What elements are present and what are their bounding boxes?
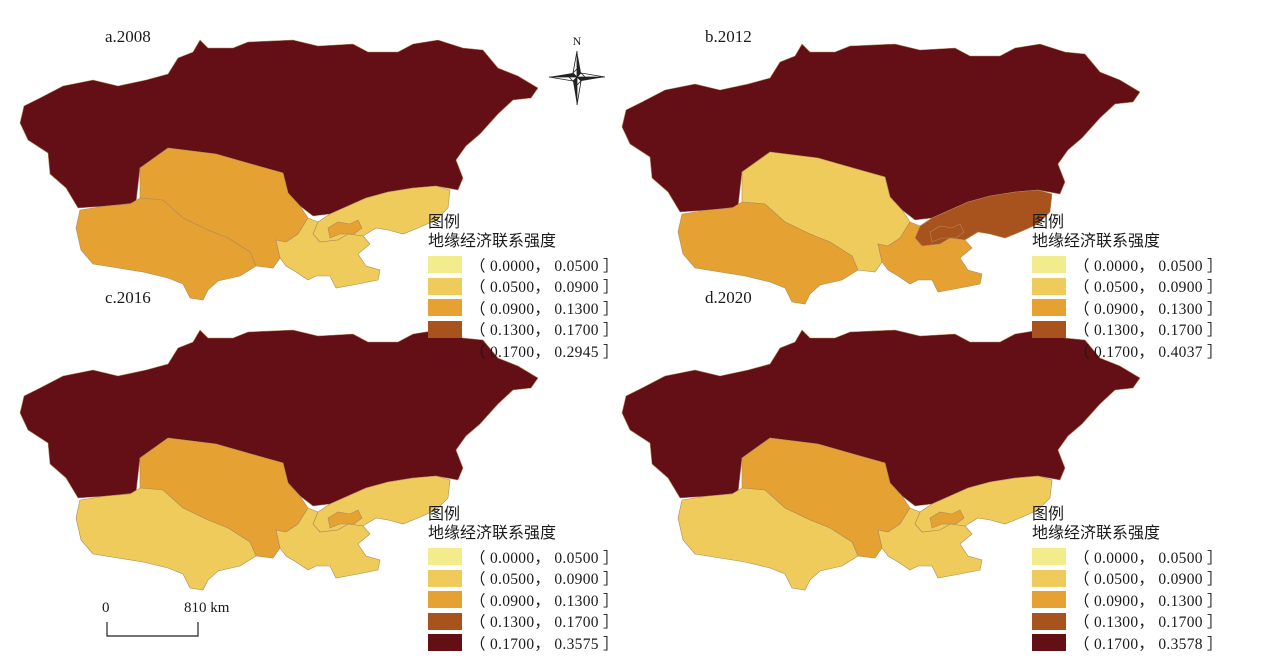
legend-range: （ 0.0900， 0.1300 ］ <box>1074 592 1223 610</box>
legend-title: 图例 <box>1032 504 1065 523</box>
legend-swatch <box>428 548 462 566</box>
legend-range: （ 0.1700， 0.4037 ］ <box>1074 343 1223 361</box>
legend-range: （ 0.0500， 0.0900 ］ <box>1074 279 1223 297</box>
scale-start-label: 0 <box>102 600 110 616</box>
legend-item: （ 0.0900， 0.1300 ］ <box>1032 297 1247 319</box>
legend-title: 图例 <box>428 212 461 231</box>
scale-bar: 0 810 km <box>100 600 230 645</box>
legend-swatch <box>428 591 462 609</box>
legend-swatch <box>1032 569 1066 587</box>
panel-label-2016: c.2016 <box>105 288 151 307</box>
legend-range: （ 0.0000， 0.0500 ］ <box>1074 549 1223 567</box>
legend-subtitle: 地缘经济联系强度 <box>1032 231 1161 250</box>
legend-range: （ 0.1300， 0.1700 ］ <box>1074 322 1223 340</box>
legend-item: （ 0.0000， 0.0500 ］ <box>428 546 643 568</box>
legend-range: （ 0.0900， 0.1300 ］ <box>1074 300 1223 318</box>
scale-bar-line <box>106 622 199 637</box>
legend-item: （ 0.0500， 0.0900 ］ <box>1032 276 1247 298</box>
legend-item: （ 0.1700， 0.2945 ］ <box>428 340 643 362</box>
legend-range: （ 0.1300， 0.1700 ］ <box>470 614 619 632</box>
legend-item: （ 0.1300， 0.1700 ］ <box>428 611 643 633</box>
legend-item: （ 0.0900， 0.1300 ］ <box>428 297 643 319</box>
legend-item: （ 0.0500， 0.0900 ］ <box>1032 568 1247 590</box>
legend-swatch <box>1032 342 1066 360</box>
legend-item: （ 0.0000， 0.0500 ］ <box>1032 254 1247 276</box>
legend-item: （ 0.0900， 0.1300 ］ <box>428 589 643 611</box>
legend-range: （ 0.0900， 0.1300 ］ <box>470 300 619 318</box>
legend-item: （ 0.1700， 0.3578 ］ <box>1032 632 1247 654</box>
legend-item: （ 0.1300， 0.1700 ］ <box>1032 611 1247 633</box>
legend-swatch <box>1032 299 1066 317</box>
legend-swatch <box>428 634 462 652</box>
legend-range: （ 0.0500， 0.0900 ］ <box>470 571 619 589</box>
panel-label-2008: a.2008 <box>105 27 151 46</box>
legend-swatch <box>1032 256 1066 274</box>
legend-item: （ 0.0500， 0.0900 ］ <box>428 276 643 298</box>
north-label: N <box>573 34 582 48</box>
legend-subtitle: 地缘经济联系强度 <box>428 231 557 250</box>
legend-swatch <box>428 569 462 587</box>
legend-range: （ 0.0900， 0.1300 ］ <box>470 592 619 610</box>
legend-range: （ 0.1700， 0.3575 ］ <box>470 635 619 653</box>
legend-item: （ 0.0900， 0.1300 ］ <box>1032 589 1247 611</box>
legend-title: 图例 <box>1032 212 1065 231</box>
legend-swatch <box>428 320 462 338</box>
legend-swatch <box>428 277 462 295</box>
legend-item: （ 0.0000， 0.0500 ］ <box>428 254 643 276</box>
legend-swatch <box>1032 548 1066 566</box>
legend-swatch <box>1032 612 1066 630</box>
legend-swatch <box>428 342 462 360</box>
legend-range: （ 0.0500， 0.0900 ］ <box>470 279 619 297</box>
legend-range: （ 0.1700， 0.2945 ］ <box>470 343 619 361</box>
legend-swatch <box>1032 320 1066 338</box>
legend-subtitle: 地缘经济联系强度 <box>1032 523 1161 542</box>
legend-item: （ 0.0000， 0.0500 ］ <box>1032 546 1247 568</box>
legend-title: 图例 <box>428 504 461 523</box>
legend-2020: 图例 地缘经济联系强度 （ 0.0000， 0.0500 ］ （ 0.0500，… <box>1032 505 1247 654</box>
legend-swatch <box>428 256 462 274</box>
legend-swatch <box>1032 277 1066 295</box>
legend-2016: 图例 地缘经济联系强度 （ 0.0000， 0.0500 ］ （ 0.0500，… <box>428 505 643 654</box>
legend-swatch <box>1032 634 1066 652</box>
north-arrow-icon: N <box>548 34 606 106</box>
legend-2012: 图例 地缘经济联系强度 （ 0.0000， 0.0500 ］ （ 0.0500，… <box>1032 213 1247 362</box>
legend-item: （ 0.1700， 0.3575 ］ <box>428 632 643 654</box>
panel-label-2020: d.2020 <box>705 288 752 307</box>
legend-swatch <box>428 612 462 630</box>
panel-label-2012: b.2012 <box>705 27 752 46</box>
legend-swatch <box>428 299 462 317</box>
legend-range: （ 0.0000， 0.0500 ］ <box>470 257 619 275</box>
legend-subtitle: 地缘经济联系强度 <box>428 523 557 542</box>
legend-swatch <box>1032 591 1066 609</box>
legend-item: （ 0.1300， 0.1700 ］ <box>1032 319 1247 341</box>
legend-range: （ 0.0000， 0.0500 ］ <box>470 549 619 567</box>
legend-item: （ 0.0500， 0.0900 ］ <box>428 568 643 590</box>
legend-2008: 图例 地缘经济联系强度 （ 0.0000， 0.0500 ］ （ 0.0500，… <box>428 213 643 362</box>
legend-range: （ 0.1700， 0.3578 ］ <box>1074 635 1223 653</box>
scale-end-label: 810 km <box>184 600 230 616</box>
legend-item: （ 0.1700， 0.4037 ］ <box>1032 340 1247 362</box>
legend-range: （ 0.1300， 0.1700 ］ <box>1074 614 1223 632</box>
legend-range: （ 0.0000， 0.0500 ］ <box>1074 257 1223 275</box>
legend-range: （ 0.1300， 0.1700 ］ <box>470 322 619 340</box>
legend-range: （ 0.0500， 0.0900 ］ <box>1074 571 1223 589</box>
legend-item: （ 0.1300， 0.1700 ］ <box>428 319 643 341</box>
